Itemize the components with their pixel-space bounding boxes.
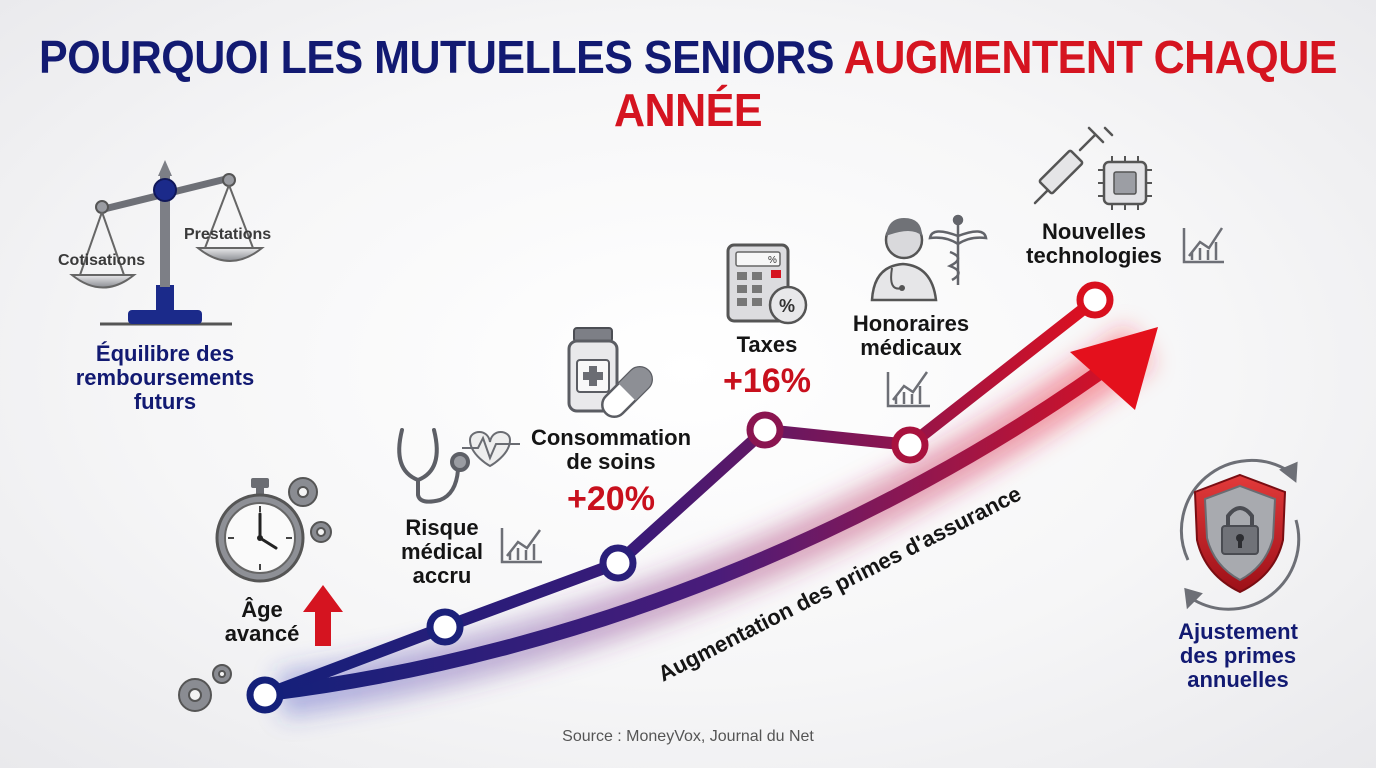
shield-lock-icon [1193,473,1287,594]
balance-caption-line3: futurs [133,389,197,415]
step-consommation-line1: Consommation [530,425,692,450]
stopwatch-icon [215,478,305,583]
node-taxes [746,411,784,449]
cycle-arrows-icon [1180,458,1301,611]
up-arrow-icon [303,585,343,646]
balance-caption-line1: Équilibre des [95,341,235,366]
title-part-1: POURQUOI LES MUTUELLES SENIORS [39,32,834,84]
step-technologies-line2: technologies [1026,243,1162,269]
calculator-icon: % % [726,243,808,325]
doctor-icon [870,218,938,302]
trend-arrow-shaft [264,357,1118,701]
step-age-line1: Âge [241,597,283,622]
node-risque [426,608,464,646]
adjustment-line2: des primes [1179,643,1297,669]
chart-icon-technologies [1182,227,1224,264]
adjustment-line1: Ajustement [1178,619,1298,644]
node-technologies [1076,281,1114,319]
step-label-taxes: Taxes [712,332,822,357]
gears-icon [288,477,332,543]
step-risque-line2: médical [401,539,483,565]
node-consommation [599,544,637,582]
step-risque-line3: accru [412,563,472,589]
gears-icon-bottom [178,664,232,712]
steps-path [259,294,1101,701]
chip-icon [1098,156,1152,210]
adjustment-line3: annuelles [1187,667,1289,693]
adjustment-caption: Ajustement des primes annuelles [1158,619,1318,693]
step-age-line2: avancé [224,621,300,647]
svg-text:%: % [779,296,795,316]
title-part-2: AUGMENTENT CHAQUE ANNÉE [613,32,1337,137]
balance-caption-line2: remboursements [75,365,255,391]
node-honoraires [891,426,929,464]
chart-icon-risque [500,528,542,564]
step-risque-line1: Risque [405,515,479,540]
label-cotisations: Cotisations [58,252,146,269]
balance-scale-icon [69,160,265,326]
step-consommation-line2: de soins [566,449,656,475]
svg-text:%: % [768,255,777,266]
step-label-risque: Risque médical accru [382,515,502,589]
step-value-taxes: +16% [723,362,811,400]
stethoscope-icon [397,428,470,504]
balance-caption: Équilibre des remboursements futurs [55,341,275,415]
source-note: Source : MoneyVox, Journal du Net [562,728,814,745]
step-label-age: Âge avancé [212,597,312,647]
step-value-consommation: +20% [567,480,655,518]
step-nodes [246,281,1114,714]
node-age [246,676,284,714]
chart-icon-honoraires [886,371,930,408]
step-technologies-line1: Nouvelles [1042,219,1146,244]
trend-arrow-head [1070,327,1158,410]
step-taxes-line1: Taxes [736,332,798,357]
medicine-icon [567,327,653,418]
step-label-honoraires: Honoraires médicaux [836,311,986,361]
page-title: POURQUOI LES MUTUELLES SENIORS AUGMENTEN… [0,32,1376,138]
caduceus-icon [928,214,988,285]
step-label-technologies: Nouvelles technologies [1014,219,1174,269]
heart-icon [462,431,520,468]
step-label-consommation: Consommation de soins [511,425,711,475]
step-honoraires-line1: Honoraires [852,311,970,336]
step-honoraires-line2: médicaux [860,335,962,361]
label-prestations: Prestations [184,226,272,243]
syringe-icon [1033,126,1114,205]
